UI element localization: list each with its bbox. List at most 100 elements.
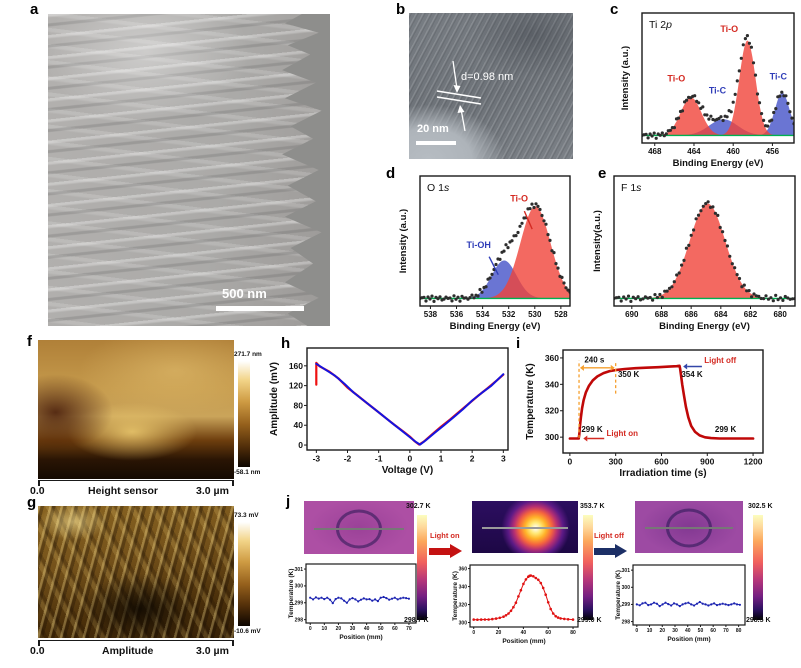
svg-text:300: 300	[622, 585, 631, 591]
svg-text:Binding Energy (eV): Binding Energy (eV)	[450, 321, 541, 332]
svg-text:Position (mm): Position (mm)	[667, 636, 710, 643]
svg-text:350 K: 350 K	[618, 370, 640, 379]
svg-text:30: 30	[350, 626, 356, 632]
svg-text:O 1s: O 1s	[427, 182, 450, 194]
light-off-label: Light off	[594, 531, 624, 540]
svg-text:Ti-O: Ti-O	[667, 73, 685, 83]
svg-text:60: 60	[710, 628, 716, 634]
height-colorbar-min: -58.1 nm	[234, 469, 261, 476]
svg-text:160: 160	[289, 361, 303, 371]
svg-text:Intensity(a.u.): Intensity(a.u.)	[592, 210, 603, 272]
scan-line	[481, 527, 569, 529]
chart-amplitude-voltage: -3 -2 -1 0 1 2 3 0 40 80 120 160 Voltage (V) Amplitud…	[269, 347, 509, 476]
svg-text:40: 40	[685, 628, 691, 634]
height-scale-bracket	[38, 480, 234, 486]
svg-text:300: 300	[295, 584, 304, 590]
svg-text:300: 300	[609, 457, 623, 467]
thermal-cb1-max: 302.7 K	[406, 503, 431, 510]
height-axis-left: 0.0	[30, 485, 45, 497]
svg-text:686: 686	[684, 310, 698, 319]
amplitude-colorbar	[238, 522, 250, 626]
svg-text:456: 456	[766, 147, 780, 156]
amplitude-axis-left: 0.0	[30, 645, 45, 657]
panel-label-e: e	[598, 165, 607, 182]
panel-label-a: a	[30, 1, 39, 18]
light-on-label: Light on	[430, 531, 460, 540]
svg-text:320: 320	[545, 406, 559, 416]
svg-text:2: 2	[470, 454, 475, 464]
svg-text:Temperature (K): Temperature (K)	[615, 570, 622, 620]
svg-text:298: 298	[622, 619, 631, 625]
height-axis-title: Height sensor	[88, 485, 159, 497]
svg-text:682: 682	[744, 310, 758, 319]
panel-label-h: h	[281, 335, 291, 352]
svg-text:20: 20	[336, 626, 342, 632]
scan-line	[644, 527, 734, 529]
svg-text:50: 50	[378, 626, 384, 632]
thermal-colorbar-1	[417, 515, 427, 620]
sem-texture	[48, 14, 322, 326]
svg-text:298: 298	[295, 617, 304, 623]
sem-scalebar-label: 500 nm	[222, 286, 267, 301]
amplitude-axis-right: 3.0 µm	[196, 645, 229, 657]
svg-text:30: 30	[672, 628, 678, 634]
svg-text:528: 528	[554, 310, 568, 319]
thermal-image-after	[635, 501, 743, 553]
panel-label-c: c	[610, 1, 619, 18]
svg-text:80: 80	[294, 400, 304, 410]
svg-text:360: 360	[545, 353, 559, 363]
panel-label-d: d	[386, 165, 396, 182]
svg-text:299 K: 299 K	[715, 425, 737, 434]
svg-text:0: 0	[407, 454, 412, 464]
amplitude-scale-bracket	[38, 640, 234, 646]
svg-text:530: 530	[528, 310, 542, 319]
svg-text:Light off: Light off	[704, 356, 736, 365]
svg-text:Temperature (K): Temperature (K)	[452, 571, 459, 621]
thermal-image-before	[304, 501, 414, 554]
svg-text:40: 40	[364, 626, 370, 632]
svg-text:0: 0	[568, 457, 573, 467]
svg-text:Intensity (a.u.): Intensity (a.u.)	[398, 209, 409, 273]
svg-text:1: 1	[439, 454, 444, 464]
svg-text:-3: -3	[313, 454, 321, 464]
svg-text:80: 80	[570, 630, 576, 636]
svg-text:Temperature (K): Temperature (K)	[288, 569, 295, 619]
svg-text:Position (mm): Position (mm)	[502, 638, 545, 645]
chart-temperature-time: 0 300 600 900 1200 300 320 340 360 Irradiation ti…	[525, 349, 764, 479]
panel-label-i: i	[516, 335, 521, 352]
svg-text:Ti 2p: Ti 2p	[649, 19, 672, 31]
amplitude-axis-title: Amplitude	[102, 645, 154, 657]
svg-text:3: 3	[501, 454, 506, 464]
svg-text:690: 690	[625, 310, 639, 319]
amplitude-colorbar-min: -10.6 mV	[234, 628, 261, 635]
svg-text:299: 299	[622, 602, 631, 608]
svg-text:50: 50	[698, 628, 704, 634]
svg-text:-1: -1	[375, 454, 383, 464]
svg-text:0: 0	[472, 630, 475, 636]
svg-text:240 s: 240 s	[584, 356, 605, 365]
height-colorbar-max: 271.7 nm	[234, 351, 262, 358]
height-axis-right: 3.0 µm	[196, 485, 229, 497]
svg-text:320: 320	[459, 602, 468, 608]
svg-text:Light on: Light on	[607, 429, 639, 438]
svg-text:Ti-C: Ti-C	[770, 71, 788, 81]
svg-text:Binding Energy (eV): Binding Energy (eV)	[659, 321, 750, 332]
svg-text:40: 40	[294, 420, 304, 430]
svg-text:684: 684	[714, 310, 728, 319]
svg-text:Intensity (a.u.): Intensity (a.u.)	[620, 46, 631, 110]
chart-position-temp-2: 0 20 40 60 80 300 320 340 360 Position (mm) Temper…	[452, 564, 579, 645]
tem-scalebar-label: 20 nm	[417, 123, 449, 135]
svg-text:Ti-OH: Ti-OH	[467, 240, 491, 250]
panel-label-b: b	[396, 1, 406, 18]
svg-text:Position (mm): Position (mm)	[339, 634, 382, 641]
svg-text:F 1s: F 1s	[621, 182, 642, 194]
svg-text:20: 20	[496, 630, 502, 636]
svg-text:60: 60	[545, 630, 551, 636]
svg-text:532: 532	[502, 310, 516, 319]
svg-text:900: 900	[700, 457, 714, 467]
afm-height-image	[38, 340, 234, 479]
svg-text:60: 60	[392, 626, 398, 632]
svg-text:300: 300	[545, 432, 559, 442]
